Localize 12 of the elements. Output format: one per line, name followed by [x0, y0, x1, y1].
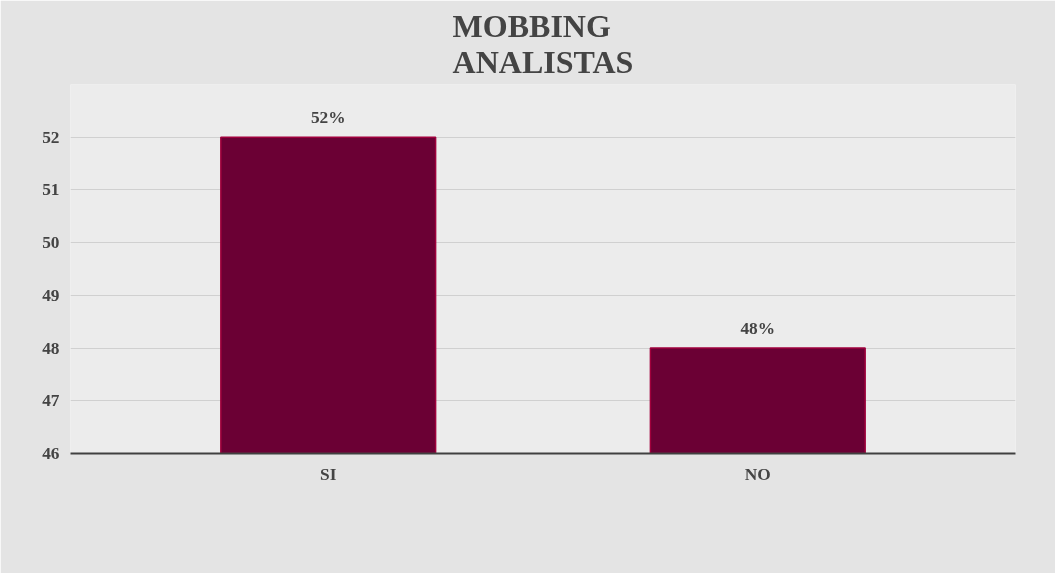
x-tick-label: SI	[320, 464, 337, 484]
y-tick-label: 46	[42, 444, 60, 463]
data-label: 52%	[310, 108, 346, 128]
y-tick-label: 50	[42, 233, 60, 253]
y-tick-label: 52	[42, 127, 60, 147]
y-tick-label: 49	[42, 285, 60, 305]
y-tick-label: 51	[42, 180, 60, 200]
y-tick-label: 48	[42, 338, 60, 358]
chart-title: MOBBING ANALISTAS	[452, 7, 634, 80]
x-tick-label: NO	[744, 464, 771, 484]
data-label: 48%	[740, 319, 776, 339]
y-tick-label: 47	[42, 391, 60, 411]
